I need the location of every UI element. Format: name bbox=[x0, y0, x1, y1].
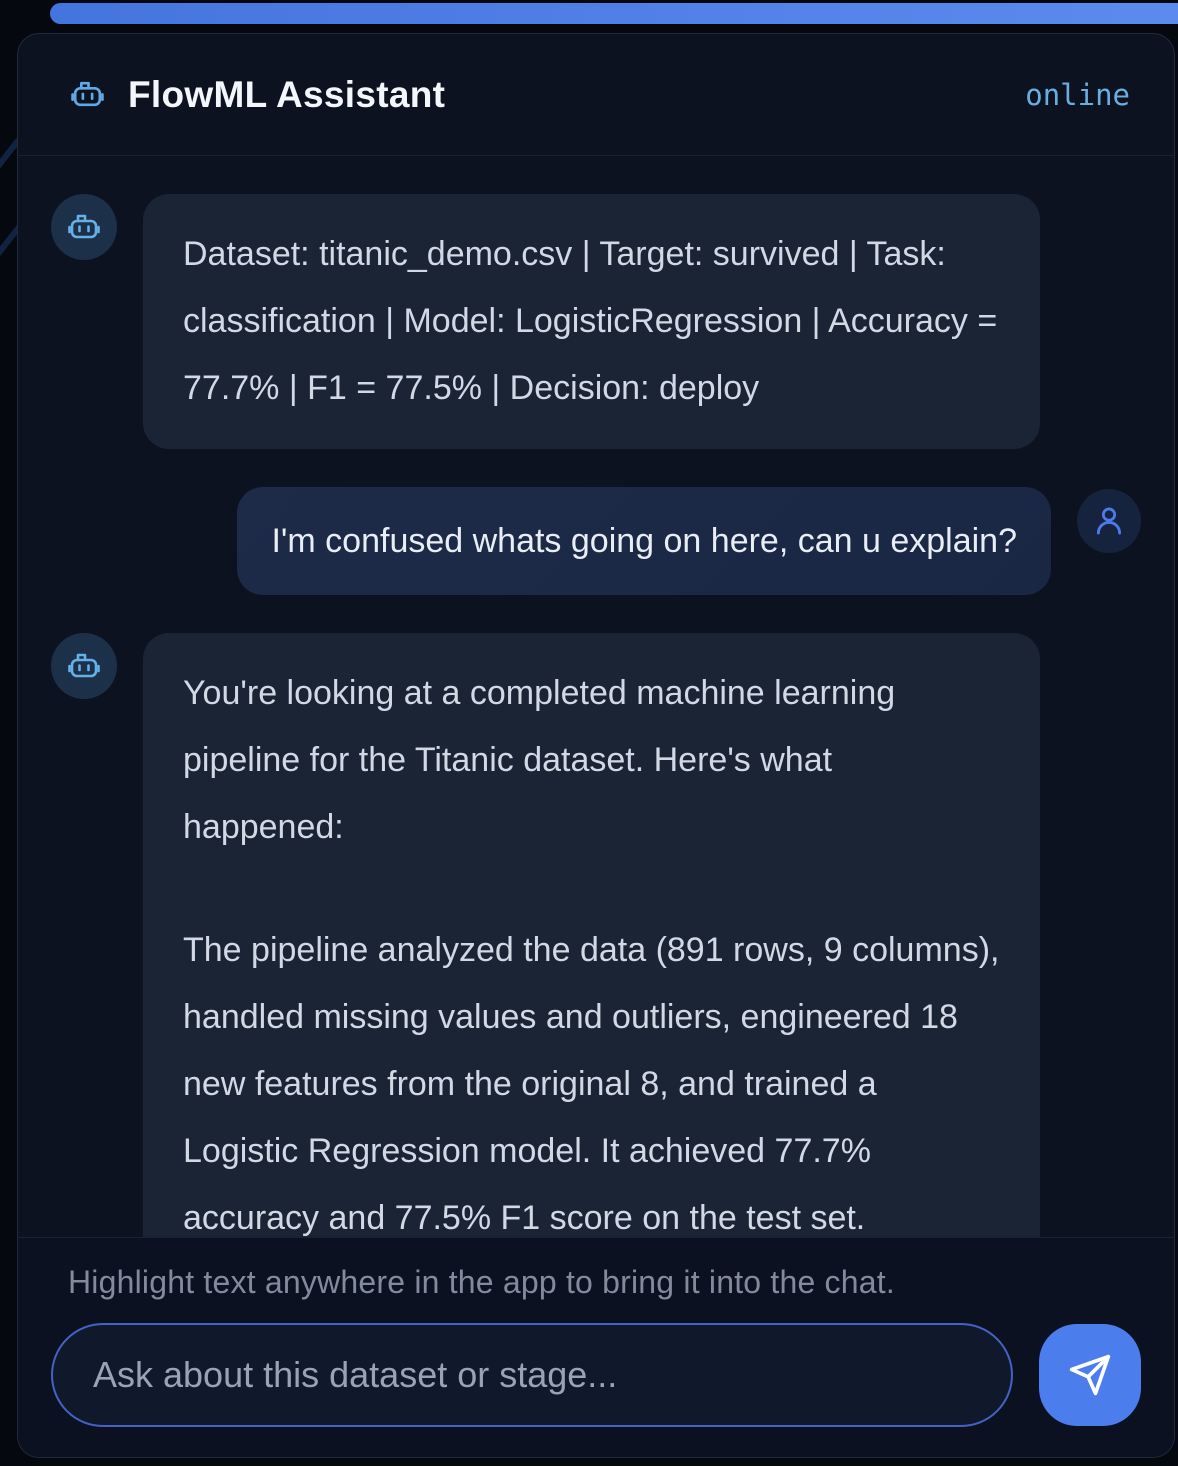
bot-message-paragraph: The pipeline analyzed the data (891 rows… bbox=[183, 931, 1000, 1237]
person-icon bbox=[1096, 507, 1122, 535]
robot-icon bbox=[68, 653, 100, 678]
bot-message-row: You're looking at a completed machine le… bbox=[51, 633, 1141, 1237]
bot-message-row: Dataset: titanic_demo.csv | Target: surv… bbox=[51, 194, 1141, 449]
chat-input[interactable] bbox=[51, 1323, 1013, 1427]
highlight-hint-text: Highlight text anywhere in the app to br… bbox=[68, 1264, 895, 1300]
chat-footer: Highlight text anywhere in the app to br… bbox=[18, 1237, 1174, 1457]
paper-plane-icon bbox=[1069, 1354, 1111, 1396]
robot-icon bbox=[68, 214, 100, 239]
bot-avatar bbox=[51, 194, 117, 260]
assistant-panel: FlowML Assistant online Dataset: titanic… bbox=[17, 33, 1175, 1458]
bot-avatar bbox=[51, 633, 117, 699]
bot-message-bubble: You're looking at a completed machine le… bbox=[143, 633, 1040, 1237]
top-accent-bar bbox=[50, 3, 1178, 24]
status-badge: online bbox=[1025, 77, 1130, 112]
chat-transcript[interactable]: Dataset: titanic_demo.csv | Target: surv… bbox=[18, 156, 1174, 1237]
bot-message-paragraph: You're looking at a completed machine le… bbox=[183, 674, 896, 846]
bot-message-bubble: Dataset: titanic_demo.csv | Target: surv… bbox=[143, 194, 1040, 449]
composer-row bbox=[51, 1323, 1141, 1427]
user-message-bubble: I'm confused whats going on here, can u … bbox=[237, 487, 1051, 595]
send-button[interactable] bbox=[1039, 1324, 1141, 1426]
robot-icon bbox=[71, 81, 104, 107]
page-title: FlowML Assistant bbox=[128, 73, 446, 115]
chat-header: FlowML Assistant online bbox=[18, 34, 1174, 156]
user-message-row: I'm confused whats going on here, can u … bbox=[51, 487, 1141, 595]
user-avatar bbox=[1077, 489, 1141, 553]
